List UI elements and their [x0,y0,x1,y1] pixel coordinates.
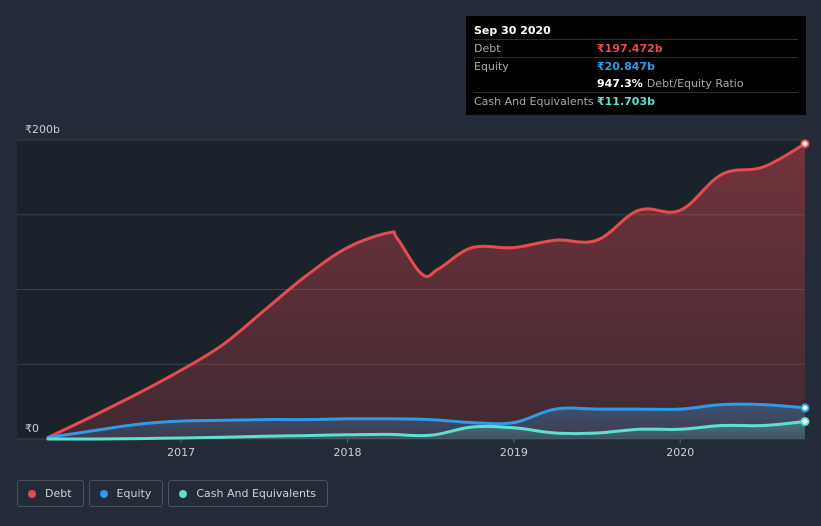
legend-dot-icon [179,489,188,498]
y-tick-label: ₹200b [25,123,60,136]
tooltip-ratio-value: 947.3% [597,77,643,90]
x-tick-label: 2017 [167,446,195,459]
legend-label-cash: Cash And Equivalents [196,487,316,500]
chart-legend: Debt Equity Cash And Equivalents [17,480,333,507]
tooltip-row-debt: Debt ₹197.472b [474,39,798,57]
series-area-debt [48,143,805,439]
tooltip-debt-label: Debt [474,42,501,55]
legend-dot-icon [99,489,108,498]
y-tick-label: ₹0 [25,422,39,435]
series-end-point-cash [800,417,810,427]
legend-label-equity: Equity [116,487,152,500]
series-line-debt [46,142,807,439]
x-tick-label: 2020 [666,446,694,459]
series-line-cash [46,420,807,441]
series-end-point-debt [800,139,810,149]
legend-item-cash[interactable]: Cash And Equivalents [168,480,328,507]
tooltip-equity-value: ₹20.847b [597,60,655,73]
tooltip-equity-label: Equity [474,60,509,73]
tooltip-ratio-label: Debt/Equity Ratio [646,77,744,90]
tooltip-cash-label: Cash And Equivalents [474,95,594,108]
tooltip-row-ratio: 947.3% Debt/Equity Ratio [474,75,798,92]
series-end-point-equity [800,403,810,413]
legend-item-debt[interactable]: Debt [17,480,84,507]
legend-label-debt: Debt [45,487,72,500]
tooltip-debt-value: ₹197.472b [597,42,663,55]
tooltip-row-cash: Cash And Equivalents ₹11.703b [474,92,798,110]
tooltip-date: Sep 30 2020 [474,24,551,37]
chart-tooltip: Sep 30 2020 Debt ₹197.472b Equity ₹20.84… [466,16,806,115]
legend-item-equity[interactable]: Equity [88,480,164,507]
x-tick-label: 2018 [333,446,361,459]
tooltip-cash-value: ₹11.703b [597,95,655,108]
series-area-cash [48,421,805,440]
tooltip-row-equity: Equity ₹20.847b [474,57,798,75]
x-tick-label: 2019 [500,446,528,459]
legend-dot-icon [28,489,36,498]
series-line-equity [46,402,807,439]
